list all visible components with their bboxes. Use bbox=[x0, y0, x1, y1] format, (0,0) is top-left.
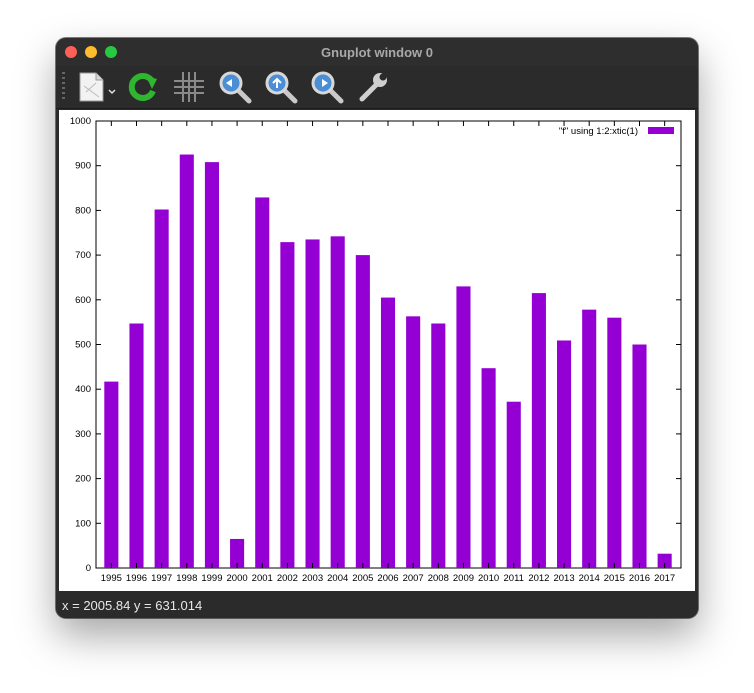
bar bbox=[506, 401, 521, 568]
x-tick-label: 1995 bbox=[101, 573, 122, 584]
toolbar bbox=[56, 66, 698, 109]
x-tick-label: 2000 bbox=[227, 573, 248, 584]
bar bbox=[481, 368, 496, 568]
bar bbox=[330, 236, 345, 568]
y-tick-label: 900 bbox=[75, 161, 91, 172]
y-tick-label: 500 bbox=[75, 340, 91, 351]
x-tick-label: 2012 bbox=[528, 573, 549, 584]
x-tick-label: 2001 bbox=[252, 573, 273, 584]
window-title: Gnuplot window 0 bbox=[321, 45, 433, 60]
legend-swatch bbox=[648, 127, 674, 134]
y-tick-label: 700 bbox=[75, 250, 91, 261]
bar bbox=[380, 297, 396, 568]
bar bbox=[456, 286, 471, 568]
replot-icon bbox=[128, 73, 157, 101]
x-tick-label: 2014 bbox=[579, 573, 600, 584]
gnuplot-window: Gnuplot window 0 bbox=[56, 38, 698, 618]
bar-chart: 0 100 200 300 400 500 600 700 800 900 1000 1995 1996… bbox=[70, 116, 682, 584]
bar bbox=[632, 344, 647, 568]
replot-button[interactable] bbox=[126, 70, 160, 104]
x-tick-label: 2005 bbox=[352, 573, 373, 584]
bar bbox=[431, 323, 446, 568]
x-tick-label: 2010 bbox=[478, 573, 499, 584]
y-tick-label: 0 bbox=[86, 563, 91, 574]
x-tick-label: 2016 bbox=[629, 573, 650, 584]
bar bbox=[204, 162, 219, 568]
bar bbox=[406, 316, 421, 568]
toolbar-grip[interactable] bbox=[62, 72, 65, 102]
zoom-next-icon bbox=[311, 71, 344, 104]
x-tick-label: 1998 bbox=[176, 573, 197, 584]
bar bbox=[582, 309, 597, 568]
x-tick-label: 2002 bbox=[277, 573, 298, 584]
x-tick-label: 2007 bbox=[403, 573, 424, 584]
close-button[interactable] bbox=[65, 46, 77, 58]
bar bbox=[657, 553, 672, 568]
settings-icon bbox=[359, 73, 387, 102]
x-tick-label: 2006 bbox=[377, 573, 398, 584]
bar bbox=[129, 323, 144, 568]
bar bbox=[255, 197, 270, 568]
x-tick-label: 2013 bbox=[553, 573, 574, 584]
y-tick-label: 200 bbox=[75, 474, 91, 485]
y-tick-label: 1000 bbox=[70, 116, 91, 127]
y-tick-label: 800 bbox=[75, 205, 91, 216]
x-tick-label: 2009 bbox=[453, 573, 474, 584]
zoom-next-button[interactable] bbox=[310, 70, 344, 104]
zoom-back-button[interactable] bbox=[218, 70, 252, 104]
y-tick-label: 400 bbox=[75, 384, 91, 395]
y-tick-label: 600 bbox=[75, 295, 91, 306]
x-tick-label: 1997 bbox=[151, 573, 172, 584]
x-tick-label: 2011 bbox=[504, 573, 524, 584]
y-tick-label: 100 bbox=[75, 518, 91, 529]
grid-button[interactable] bbox=[172, 70, 206, 104]
zoom-back-icon bbox=[219, 71, 252, 104]
bar bbox=[305, 239, 320, 568]
plot-area[interactable]: 0 100 200 300 400 500 600 700 800 900 1000 1995 1996… bbox=[59, 110, 695, 591]
x-tick-label: 2017 bbox=[654, 573, 675, 584]
x-tick-label: 2008 bbox=[428, 573, 449, 584]
bar bbox=[355, 255, 370, 568]
title-bar: Gnuplot window 0 bbox=[56, 38, 698, 66]
export-icon bbox=[79, 72, 116, 102]
x-tick-label: 1999 bbox=[201, 573, 222, 584]
x-tick-label: 2003 bbox=[302, 573, 323, 584]
settings-button[interactable] bbox=[356, 70, 390, 104]
bar bbox=[230, 538, 245, 568]
export-button[interactable] bbox=[74, 70, 120, 104]
legend-label: "f" using 1:2:xtic(1) bbox=[559, 126, 638, 137]
status-bar: x = 2005.84 y = 631.014 bbox=[56, 592, 698, 618]
bar bbox=[154, 209, 169, 569]
zoom-forward-icon bbox=[265, 71, 298, 104]
minimize-button[interactable] bbox=[85, 46, 97, 58]
cursor-coordinates: x = 2005.84 y = 631.014 bbox=[62, 598, 203, 613]
bar bbox=[179, 154, 194, 568]
bar bbox=[280, 242, 295, 568]
grid-icon bbox=[174, 72, 204, 102]
bar bbox=[557, 340, 572, 568]
x-tick-label: 2004 bbox=[327, 573, 348, 584]
bar bbox=[607, 317, 622, 568]
y-tick-label: 300 bbox=[75, 429, 91, 440]
bar bbox=[531, 293, 546, 568]
x-tick-label: 1996 bbox=[126, 573, 147, 584]
x-tick-label: 2015 bbox=[604, 573, 625, 584]
bar bbox=[104, 381, 119, 568]
maximize-button[interactable] bbox=[105, 46, 117, 58]
zoom-forward-button[interactable] bbox=[264, 70, 298, 104]
